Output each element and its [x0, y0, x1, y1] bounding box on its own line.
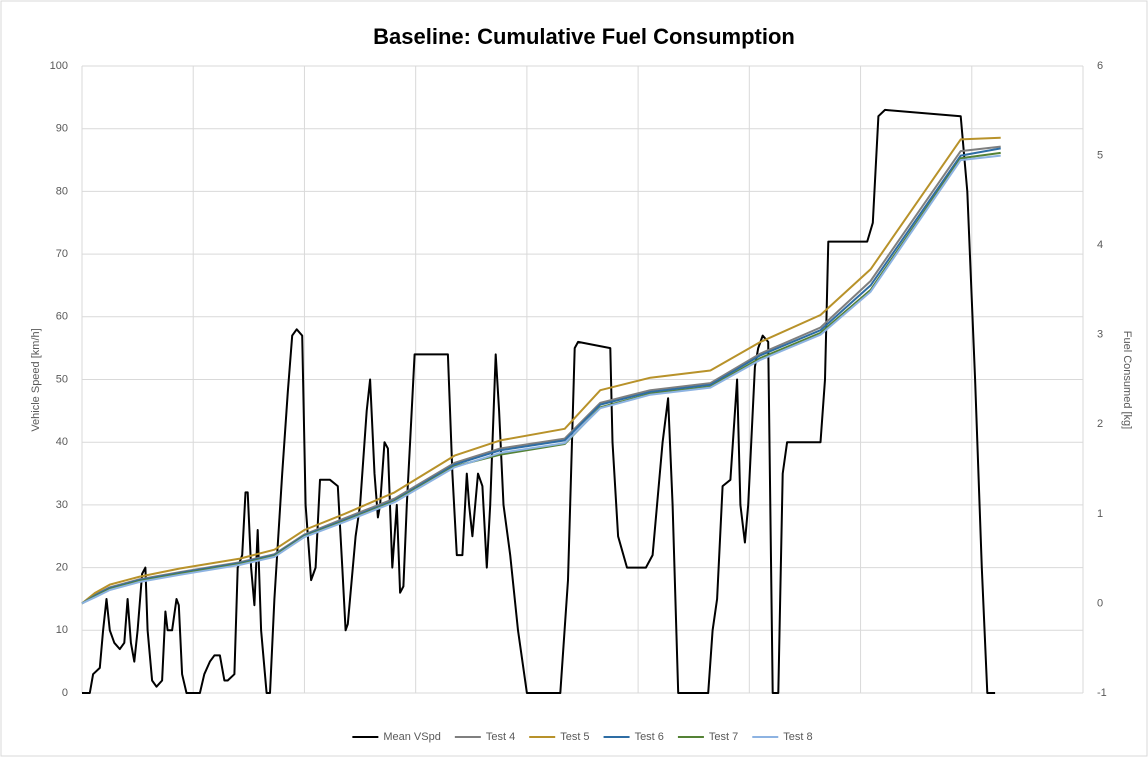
y-tick-label: 60 [56, 311, 68, 323]
legend-label: Test 7 [709, 731, 738, 743]
data-line [81, 136, 1001, 605]
y2-tick-label: 5 [1097, 149, 1103, 161]
y-axis-title: Vehicle Speed [km/h] [30, 328, 42, 431]
y2-tick-label: 1 [1097, 508, 1103, 520]
legend-label: Mean VSpd [383, 731, 440, 743]
y-tick-label: 80 [56, 185, 68, 197]
y2-axis-title: Fuel Consumed [kg] [1121, 331, 1133, 429]
legend-label: Test 8 [783, 731, 812, 743]
legend-label: Test 5 [560, 731, 589, 743]
y-tick-label: 40 [56, 436, 68, 448]
y-tick-label: 90 [56, 123, 68, 135]
y-tick-label: 50 [56, 373, 68, 385]
legend-label: Test 6 [635, 731, 664, 743]
legend-label: Test 4 [486, 731, 515, 743]
y2-tick-label: 3 [1097, 329, 1103, 341]
y-tick-label: 70 [56, 248, 68, 260]
y-tick-label: 0 [62, 687, 68, 699]
y-tick-label: 30 [56, 499, 68, 511]
y-tick-label: 100 [50, 60, 68, 72]
y2-tick-label: -1 [1097, 687, 1107, 699]
y2-tick-label: 2 [1097, 418, 1103, 430]
data-line [81, 154, 1001, 605]
y-tick-label: 10 [56, 624, 68, 636]
y2-tick-label: 0 [1097, 597, 1103, 609]
y2-tick-label: 4 [1097, 239, 1103, 251]
chart-title: Baseline: Cumulative Fuel Consumption [373, 24, 795, 49]
y-tick-label: 20 [56, 562, 68, 574]
legend: Mean VSpd Test 4 Test 5 Test 6 Test 7 Test 8 [352, 731, 813, 743]
y2-tick-label: 6 [1097, 60, 1103, 72]
data-line [82, 108, 996, 694]
